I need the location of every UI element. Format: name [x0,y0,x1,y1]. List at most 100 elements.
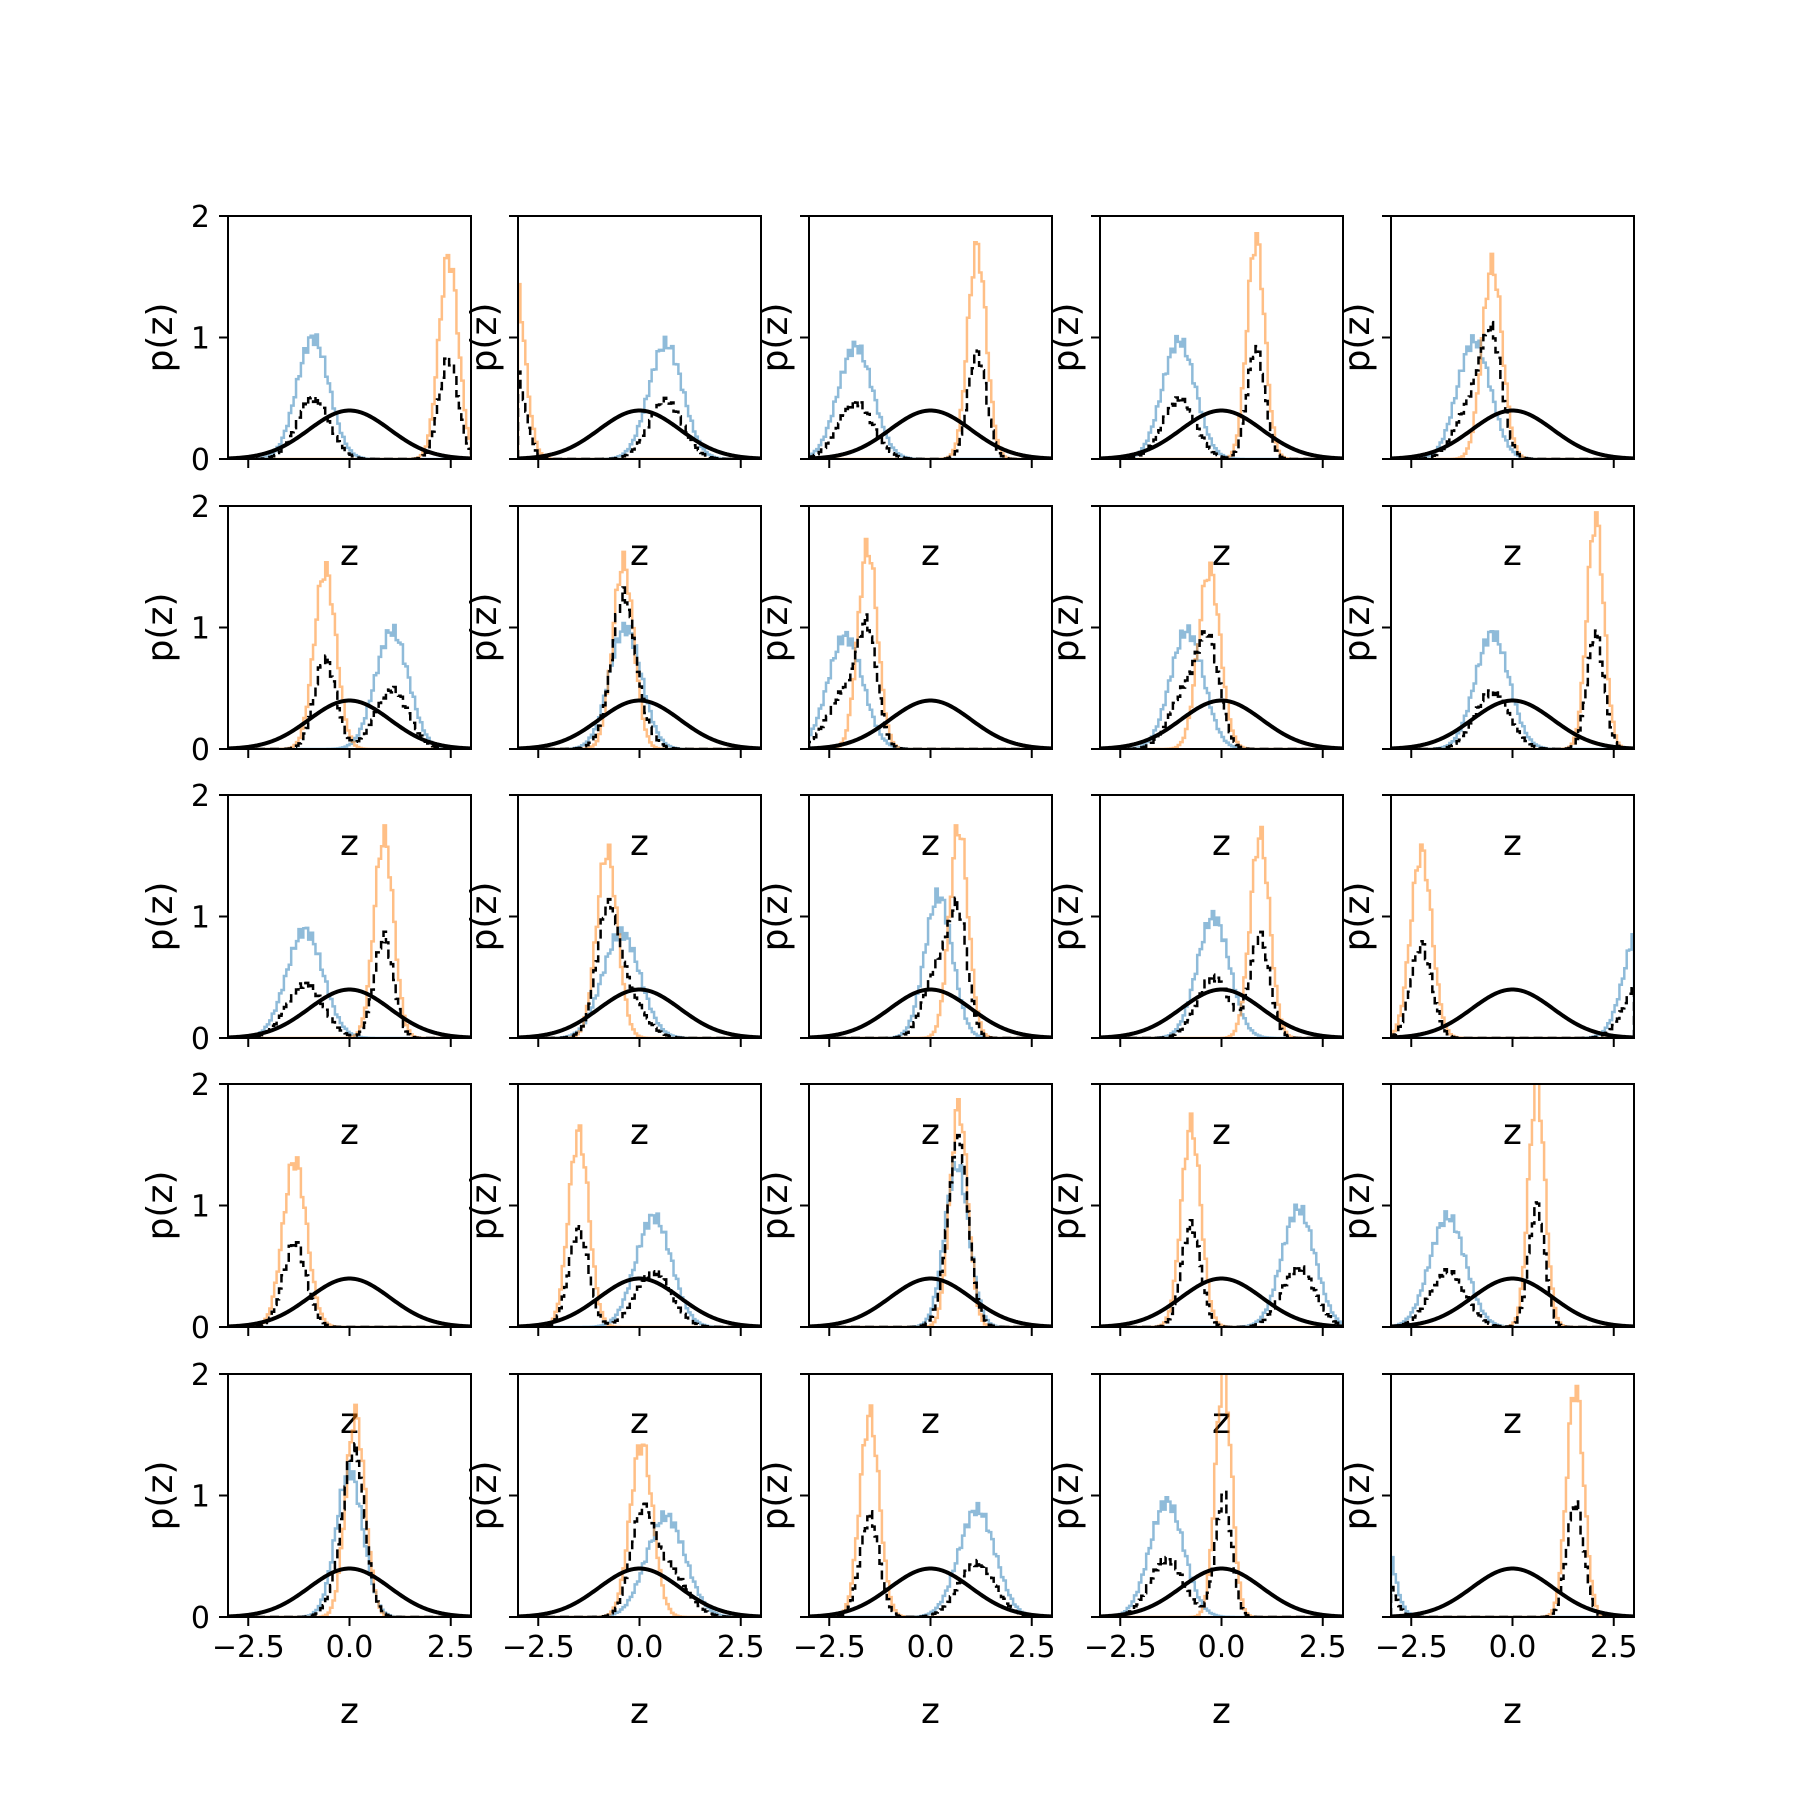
hist-a-series [809,1501,1052,1617]
y-axis-label: p(z) [1337,1171,1378,1241]
prior-normal-curve [1100,698,1343,749]
hist-a-series [809,340,1052,459]
panel-4-1: z 0 1 2 p(z) [140,1068,472,1442]
hist-b-series [518,843,761,1038]
hist-a-series [228,333,471,459]
prior-normal-curve [1391,408,1634,459]
x-axis-label: z [1503,1691,1522,1732]
y-axis-label: p(z) [140,303,181,373]
panel-2-3: z p(z) [755,505,1053,864]
y-tick-label: 1 [191,1480,210,1515]
y-axis-label: p(z) [464,1171,505,1241]
hist-b-series [228,1403,471,1617]
y-tick-label: 2 [191,1358,210,1393]
hist-b-series [518,282,761,459]
x-tick-label: 2.5 [1590,1630,1638,1665]
mixture-dashed-series [1100,344,1343,459]
panel-4-4: z p(z) [1046,1083,1344,1442]
y-axis-label: p(z) [755,882,796,952]
prior-normal-curve [809,698,1052,749]
mixture-dashed-series [1391,1201,1634,1327]
x-tick-label: 0.0 [616,1630,664,1665]
x-axis-label: z [630,1401,649,1442]
y-tick-label: 2 [191,779,210,814]
x-axis-label: z [340,1112,359,1153]
axes-frame [1390,215,1635,460]
y-axis-label: p(z) [140,593,181,663]
y-tick-label: 1 [191,322,210,357]
hist-b-series [518,550,761,749]
y-tick-label: 1 [191,1190,210,1225]
prior-normal-curve [809,987,1052,1038]
prior-normal-curve [518,408,761,459]
x-tick-label: 0.0 [1198,1630,1246,1665]
panel-1-1: z 0 1 2 p(z) [140,200,472,574]
mixture-dashed-series [1100,630,1343,749]
x-axis-label: z [630,823,649,864]
hist-b-series [228,1156,471,1327]
hist-a-series [228,1462,471,1617]
prior-normal-curve [1100,987,1343,1038]
panel-3-4: z p(z) [1046,794,1344,1153]
x-axis-label: z [921,823,940,864]
panel-4-3: z p(z) [755,1083,1053,1442]
y-axis-label: p(z) [755,1171,796,1241]
hist-b-series [1391,252,1634,459]
prior-normal-curve [228,408,471,459]
x-tick-label: −2.5 [502,1630,575,1665]
hist-a-series [518,1212,761,1327]
x-axis-label: z [1212,1112,1231,1153]
hist-b-series [518,1443,761,1617]
prior-normal-curve [1100,1276,1343,1327]
hist-a-series [809,887,1052,1038]
prior-normal-curve [518,1276,761,1327]
mixture-dashed-series [228,355,471,459]
prior-normal-curve [518,1566,761,1617]
hist-b-series [1100,561,1343,749]
x-axis-label: z [340,1691,359,1732]
hist-a-series [518,926,761,1038]
prior-normal-curve [1391,698,1634,749]
prior-normal-curve [1100,408,1343,459]
x-axis-label: z [1503,1112,1522,1153]
x-axis-label: z [630,1112,649,1153]
panel-4-2: z p(z) [464,1083,762,1442]
mixture-dashed-series [228,930,471,1038]
y-axis-label: p(z) [140,1461,181,1531]
y-tick-label: 0 [191,733,210,768]
hist-b-series [228,253,471,459]
prior-normal-curve [1100,1566,1343,1617]
hist-b-series [1100,1374,1343,1617]
y-axis-label: p(z) [1337,882,1378,952]
panel-5-4: −2.5 0.0 2.5 z p(z) [1046,1373,1347,1732]
y-axis-label: p(z) [1046,1461,1087,1531]
prior-normal-curve [809,1566,1052,1617]
y-tick-label: 0 [191,443,210,478]
y-axis-label: p(z) [140,882,181,952]
hist-a-series [1100,909,1343,1038]
prior-normal-curve [518,698,761,749]
y-tick-label: 2 [191,200,210,235]
x-tick-label: 2.5 [1008,1630,1056,1665]
axes-frame [1099,215,1344,460]
hist-b-series [809,241,1052,459]
mixture-dashed-series [1391,1500,1634,1617]
prior-normal-curve [1391,987,1634,1038]
mixture-dashed-series [1391,629,1634,749]
x-axis-label: z [921,533,940,574]
hist-a-series [518,1510,761,1617]
mixture-dashed-series [518,897,761,1038]
mixture-dashed-series [228,1442,471,1617]
x-tick-label: −2.5 [793,1630,866,1665]
x-axis-label: z [630,1691,649,1732]
panel-2-5: z p(z) [1337,505,1635,864]
panel-3-5: z p(z) [1337,794,1635,1153]
y-axis-label: p(z) [464,303,505,373]
hist-b-series [1391,843,1634,1038]
x-axis-label: z [1503,823,1522,864]
panel-1-4: z p(z) [1046,215,1344,574]
prior-normal-curve [228,698,471,749]
x-axis-label: z [1212,533,1231,574]
x-tick-label: −2.5 [1084,1630,1157,1665]
axes-frame [808,215,1053,460]
